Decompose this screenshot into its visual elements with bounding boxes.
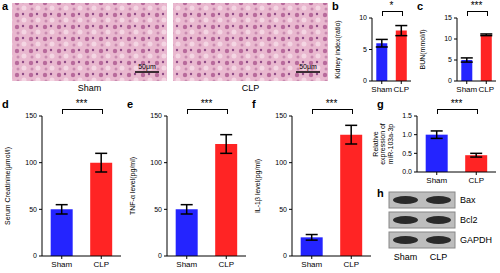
svg-text:Bcl2: Bcl2: [460, 215, 478, 225]
svg-text:CLP: CLP: [242, 83, 260, 93]
svg-text:Sham: Sham: [371, 85, 392, 94]
svg-text:50: 50: [154, 206, 162, 213]
html-text:g: g: [377, 98, 384, 110]
svg-text:Bax: Bax: [460, 195, 476, 205]
svg-text:CLP: CLP: [478, 85, 492, 94]
svg-text:Sham: Sham: [426, 176, 447, 185]
html-text:Serum Creatinine(μmol/l): Serum Creatinine(μmol/l): [4, 147, 12, 225]
html-text:IL-1β level(pg/ml): IL-1β level(pg/ml): [254, 158, 262, 214]
html-text:TNF-α level(pg/ml): TNF-α level(pg/ml): [129, 157, 137, 216]
svg-text:50μm: 50μm: [138, 63, 156, 71]
html-text:BUN(mmol/l): BUN(mmol/l): [419, 29, 427, 70]
svg-text:Sham: Sham: [456, 85, 477, 94]
svg-text:50: 50: [29, 206, 37, 213]
svg-text:CLP: CLP: [430, 252, 448, 262]
html-text:Relative expression of miR-103: Relative expression of miR-103a-3p: [371, 123, 394, 165]
html-text:a: a: [2, 0, 9, 12]
svg-text:15: 15: [444, 14, 452, 21]
svg-text:5: 5: [448, 56, 452, 63]
svg-text:10: 10: [444, 35, 452, 42]
svg-text:50μm: 50μm: [299, 63, 317, 71]
svg-text:Sham: Sham: [394, 252, 418, 262]
svg-text:0: 0: [158, 252, 162, 259]
html-text:d: d: [2, 98, 9, 110]
svg-text:CLP: CLP: [343, 260, 359, 269]
svg-text:0: 0: [33, 252, 37, 259]
svg-text:5: 5: [363, 46, 367, 53]
svg-text:Sham: Sham: [301, 260, 322, 269]
svg-text:150: 150: [275, 112, 287, 119]
html-text:c: c: [417, 0, 424, 12]
svg-text:150: 150: [150, 112, 162, 119]
svg-text:Sham: Sham: [78, 83, 102, 93]
svg-text:0: 0: [448, 77, 452, 84]
svg-text:h: h: [377, 187, 384, 199]
svg-text:CLP: CLP: [93, 260, 109, 269]
html-text:Kidney index(ratio): Kidney index(ratio): [334, 20, 342, 79]
svg-text:1.0: 1.0: [402, 131, 412, 138]
html-text:b: b: [332, 0, 339, 12]
svg-text:0.0: 0.0: [402, 168, 412, 175]
svg-text:CLP: CLP: [393, 85, 409, 94]
html-text:f: f: [252, 98, 256, 110]
svg-text:GAPDH: GAPDH: [460, 235, 492, 245]
svg-text:CLP: CLP: [468, 176, 484, 185]
svg-text:CLP: CLP: [218, 260, 234, 269]
svg-text:100: 100: [275, 159, 287, 166]
svg-text:0.5: 0.5: [402, 150, 412, 157]
html-text:e: e: [127, 98, 134, 110]
svg-text:10: 10: [359, 14, 367, 21]
svg-text:Sham: Sham: [176, 260, 197, 269]
svg-text:Sham: Sham: [51, 260, 72, 269]
svg-text:150: 150: [25, 112, 37, 119]
svg-text:0: 0: [283, 252, 287, 259]
svg-text:50: 50: [279, 206, 287, 213]
svg-text:100: 100: [25, 159, 37, 166]
svg-text:100: 100: [150, 159, 162, 166]
svg-text:1.5: 1.5: [402, 112, 412, 119]
svg-text:0: 0: [363, 77, 367, 84]
